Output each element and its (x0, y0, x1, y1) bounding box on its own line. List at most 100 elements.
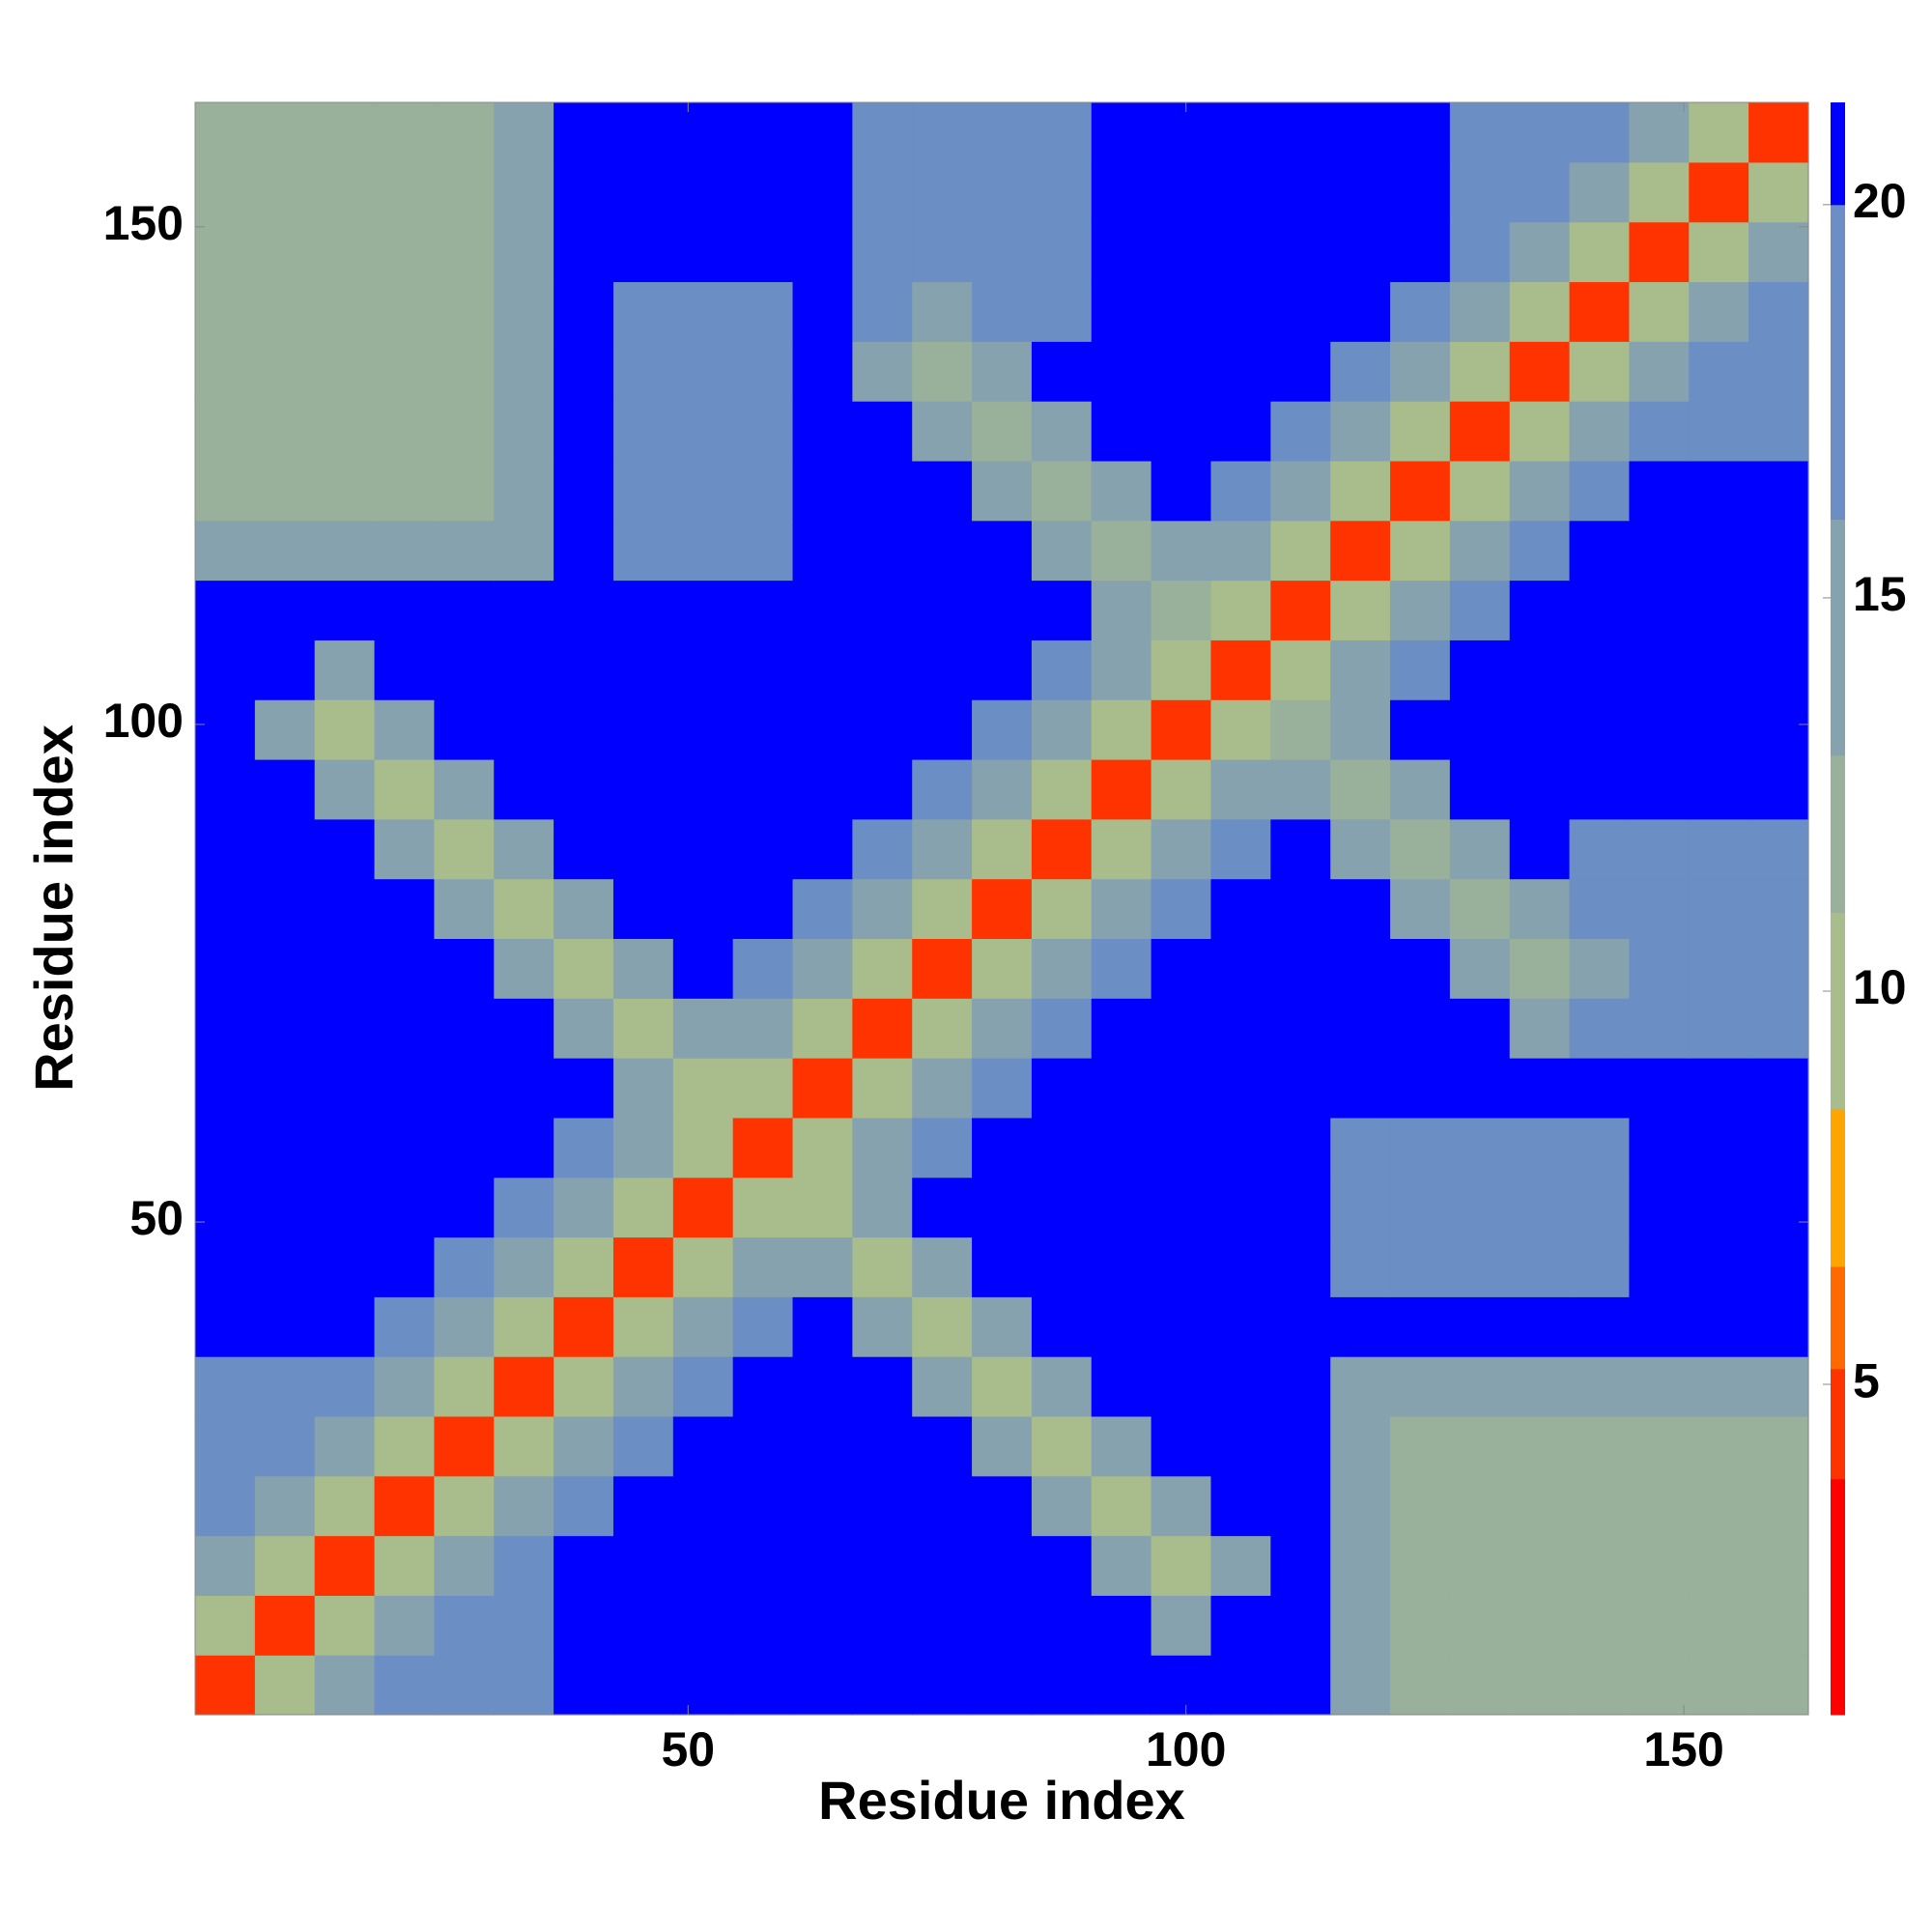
cell (1031, 102, 1093, 163)
cell (254, 1595, 316, 1656)
cell (1390, 699, 1451, 760)
cell (792, 938, 853, 999)
cell (1031, 818, 1093, 880)
cell (1390, 221, 1451, 283)
colorbar-tick-label: 5 (1853, 1353, 1880, 1407)
cell (912, 221, 973, 283)
cell (612, 1058, 674, 1119)
cell (1210, 878, 1271, 940)
cell (1748, 1475, 1809, 1537)
cell (1449, 998, 1511, 1059)
cell (314, 699, 376, 760)
cell (972, 1236, 1033, 1297)
cell (1689, 639, 1749, 700)
cell (1330, 1535, 1391, 1596)
cell (1330, 460, 1391, 522)
cell (1390, 818, 1451, 880)
cell (314, 639, 376, 700)
cell (1748, 699, 1809, 760)
cell (1390, 281, 1451, 342)
cell (1330, 1117, 1391, 1179)
cell (1390, 1655, 1451, 1716)
cell (972, 1356, 1033, 1417)
cell (254, 1058, 316, 1119)
cell (792, 1177, 853, 1238)
cell (195, 341, 256, 402)
cell (1748, 938, 1809, 999)
cell (374, 1535, 436, 1596)
plot-frame (194, 101, 1809, 1716)
cell (374, 1475, 436, 1537)
cell (434, 878, 495, 940)
cell (1629, 699, 1690, 760)
cell (1330, 1655, 1391, 1716)
cell (1091, 341, 1152, 402)
cell (434, 1177, 495, 1238)
cell (1151, 699, 1212, 760)
cell (494, 1415, 554, 1477)
cell (612, 221, 674, 283)
cell (1091, 1595, 1152, 1656)
cell (1151, 460, 1212, 522)
cell (732, 998, 794, 1059)
cell (1270, 699, 1331, 760)
cell (1270, 818, 1331, 880)
cell (612, 818, 674, 880)
cell (1449, 580, 1511, 640)
cell (1270, 102, 1331, 163)
cell (1509, 1535, 1571, 1596)
cell (912, 341, 973, 402)
cell (732, 221, 794, 283)
cell (254, 221, 316, 283)
cell (1210, 1356, 1271, 1417)
cell (792, 1595, 853, 1656)
cell (1629, 938, 1690, 999)
cell (1449, 878, 1511, 940)
cell (1270, 1117, 1331, 1179)
cell (1569, 1415, 1631, 1477)
cell (1689, 1296, 1749, 1357)
cell (672, 1475, 734, 1537)
cell (1210, 1177, 1271, 1238)
cell (1031, 161, 1093, 223)
cell (1151, 221, 1212, 283)
cell (1330, 1475, 1391, 1537)
cell (314, 341, 376, 402)
cell (1449, 460, 1511, 522)
cell (672, 102, 734, 163)
cell (494, 878, 554, 940)
cell (554, 1296, 614, 1357)
cell (972, 1177, 1033, 1238)
cell (1748, 1236, 1809, 1297)
cell (732, 281, 794, 342)
cell (732, 1236, 794, 1297)
cell (972, 221, 1033, 283)
cell (672, 520, 734, 582)
cell (1091, 221, 1152, 283)
cell (792, 281, 853, 342)
cell (494, 818, 554, 880)
cell (434, 460, 495, 522)
cell (792, 341, 853, 402)
cell (314, 1595, 376, 1656)
cell (1031, 1296, 1093, 1357)
cell (732, 1356, 794, 1417)
cell (494, 998, 554, 1059)
cell (374, 161, 436, 223)
cell (1210, 818, 1271, 880)
cell (1509, 1117, 1571, 1179)
cell (1031, 1655, 1093, 1716)
cell (1689, 281, 1749, 342)
cell (1270, 341, 1331, 402)
cell (1270, 878, 1331, 940)
cell (1210, 1058, 1271, 1119)
cell (852, 818, 913, 880)
cell (374, 1415, 436, 1477)
cell (195, 281, 256, 342)
cell (1390, 998, 1451, 1059)
cell (1210, 460, 1271, 522)
cell (612, 1655, 674, 1716)
cell (1091, 281, 1152, 342)
cell (852, 938, 913, 999)
cell (612, 580, 674, 640)
